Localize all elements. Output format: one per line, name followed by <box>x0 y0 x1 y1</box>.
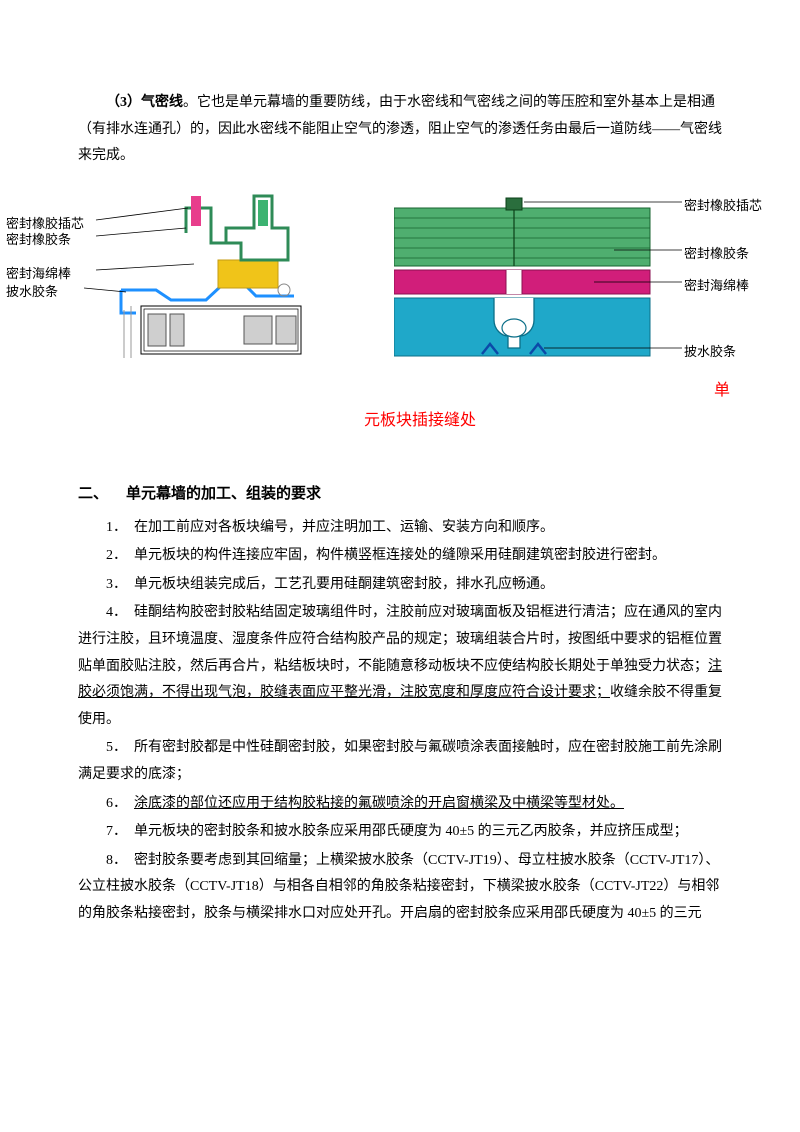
item-7: 7．单元板块的密封胶条和披水胶条应采用邵氏硬度为 40±5 的三元乙丙胶条，并应… <box>78 819 722 846</box>
item-3: 3．单元板块组装完成后，工艺孔要用硅酮建筑密封胶，排水孔应畅通。 <box>78 572 722 599</box>
right-label-1: 密封橡胶插芯 <box>684 194 762 219</box>
right-label-4: 披水胶条 <box>684 340 736 365</box>
left-label-4: 披水胶条 <box>6 280 58 305</box>
left-diagram: 密封橡胶插芯 密封橡胶条 密封海绵棒 披水胶条 <box>36 188 396 383</box>
item-8: 8．密封胶条要考虑到其回缩量；上横梁披水胶条（CCTV-JT19）、母立柱披水胶… <box>78 848 722 928</box>
item-5: 5．所有密封胶都是中性硅酮密封胶，如果密封胶与氟碳喷涂表面接触时，应在密封胶施工… <box>78 735 722 788</box>
diagram-block: 密封橡胶插芯 密封橡胶条 密封海绵棒 披水胶条 <box>78 188 722 406</box>
section2-heading: 二、单元幕墙的加工、组装的要求 <box>78 480 722 509</box>
caption-part1: 单 <box>714 376 730 406</box>
caption-part2: 元板块插接缝处 <box>78 406 722 436</box>
intro-paragraph: （3）气密线。它也是单元幕墙的重要防线，由于水密线和气密线之间的等压腔和室外基本… <box>78 90 722 170</box>
left-label-2: 密封橡胶条 <box>6 228 71 253</box>
item-1: 1．在加工前应对各板块编号，并应注明加工、运输、安装方向和顺序。 <box>78 515 722 542</box>
item-6: 6．涂底漆的部位还应用于结构胶粘接的氟碳喷涂的开启窗横梁及中横梁等型材处。 <box>78 791 722 818</box>
intro-lead: （3）气密线 <box>106 95 183 110</box>
right-label-2: 密封橡胶条 <box>684 242 749 267</box>
item-4: 4．硅酮结构胶密封胶粘结固定玻璃组件时，注胶前应对玻璃面板及铝框进行清洁；应在通… <box>78 600 722 733</box>
right-label-3: 密封海绵棒 <box>684 274 749 299</box>
left-diagram-svg <box>36 188 396 383</box>
item-2: 2．单元板块的构件连接应牢固，构件横竖框连接处的缝隙采用硅酮建筑密封胶进行密封。 <box>78 543 722 570</box>
right-diagram: 密封橡胶插芯 密封橡胶条 密封海绵棒 披水胶条 <box>394 188 760 383</box>
item-6-underline: 涂底漆的部位还应用于结构胶粘接的氟碳喷涂的开启窗横梁及中横梁等型材处。 <box>134 796 624 811</box>
section2-num: 二、 <box>78 480 126 509</box>
section2-title: 单元幕墙的加工、组装的要求 <box>126 486 321 502</box>
